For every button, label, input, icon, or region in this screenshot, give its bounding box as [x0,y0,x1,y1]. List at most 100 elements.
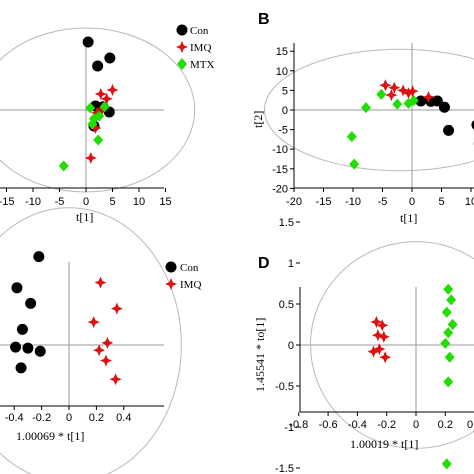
imq-point [94,88,107,100]
imq-point [379,351,392,364]
mtx-point [441,306,452,318]
imq-point [106,84,119,96]
imq-point [367,345,380,358]
x-tick-label: -0.2 [32,412,51,424]
mtx-point [85,102,96,114]
imq-point [94,276,107,289]
con-point [15,362,27,374]
con-point [415,95,427,107]
imq-point [397,84,410,97]
panel-d-x-label: 1.00019 * t[1] [350,437,418,451]
y-tick-label: -0.5 [275,381,294,393]
imq-point [84,152,97,164]
x-tick-label: -15 [0,196,14,208]
imq-point [87,316,100,329]
con-point [25,297,37,309]
panel-a-x-label: t[1] [76,210,93,224]
y-tick-label: 15 [276,46,288,58]
x-tick-label: 5 [109,196,115,208]
legend-con-label: Con [180,262,199,274]
con-point [431,95,443,107]
x-tick-label: 0.4 [116,412,131,424]
con-point [104,52,116,64]
mtx-point [444,351,455,363]
x-tick-label: -20 [286,196,302,208]
mtx-point [349,158,360,170]
series-imq [379,79,435,104]
x-tick-label: -0.6 [319,419,338,431]
con-point [22,342,34,354]
y-tick-label: -1.5 [275,463,294,474]
imq-point [100,354,112,367]
y-tick-label: 1.5 [279,217,294,229]
imq-point [91,106,104,119]
y-tick-label: 5 [282,85,288,97]
series-con [415,95,474,145]
x-tick-label: 10 [133,196,145,208]
imq-point [109,373,122,386]
x-tick-label: 0 [413,419,419,431]
con-point [471,120,474,130]
x-tick-label: 10 [465,196,474,208]
mtx-point [88,113,99,125]
legend-imq-marker [165,278,177,290]
legend-con-marker [165,261,177,273]
panel-b-x-label: t[1] [400,211,417,225]
y-tick-label: 0 [288,340,294,352]
imq-point [376,319,389,332]
x-tick-label: 0.4 [467,419,474,431]
mtx-point [447,319,458,330]
confidence-ellipse [310,241,474,449]
imq-point [89,122,102,134]
panel-a-pca-scores: t[1] Con IMQ MTX -15 -10 -5 0 5 10 15 [0,24,215,224]
y-tick-label: -20 [272,183,288,195]
con-point [443,124,455,136]
mtx-point [99,101,110,113]
con-point [16,323,28,335]
y-tick-label: -1 [284,422,294,434]
panel-c-legend: Con IMQ [165,261,201,291]
imq-point [385,89,398,102]
x-tick-label: -5 [378,196,388,208]
x-tick-label: -0.2 [377,419,396,431]
legend-imq-label: IMQ [180,279,201,291]
y-tick-label: 1 [288,258,294,270]
x-tick-label: -15 [316,196,332,208]
series-mtx [346,88,419,170]
imq-point [100,92,113,105]
panel-b-y-label: t[2] [251,111,265,128]
series-mtx [58,101,110,172]
mtx-point [443,283,454,295]
panel-c-x-label: 1.00069 * t[1] [16,429,84,443]
legend-con-marker [176,24,188,36]
mtx-point [443,327,454,339]
y-tick-label: 0 [282,105,288,117]
x-tick-label: 0 [83,196,89,208]
imq-point [402,87,415,100]
imq-point [422,91,435,104]
panel-b-reference-lines [264,43,474,188]
series-imq [367,316,392,364]
x-tick-label: -5 [55,196,65,208]
panel-a-legend: Con IMQ MTX [176,24,215,71]
panel-d-y-label: 1.45541 * to[1] [253,318,267,392]
x-tick-label: 0 [66,412,72,424]
panel-d-letter: D [258,255,270,272]
panel-b-letter: B [258,11,270,28]
x-tick-label: 0.2 [89,412,104,424]
confidence-ellipse [0,207,182,474]
y-tick-label: -10 [272,144,288,156]
imq-point [93,344,106,357]
y-tick-label: -5 [278,125,288,137]
x-tick-label: -10 [345,196,361,208]
con-point [82,36,94,48]
x-tick-label: -0.4 [5,412,24,424]
imq-point [101,336,114,349]
mtx-point [58,160,69,172]
mtx-point [446,294,457,306]
confidence-ellipse [264,48,474,172]
imq-point [406,85,419,98]
mtx-point [443,376,454,388]
mtx-point [93,134,104,146]
